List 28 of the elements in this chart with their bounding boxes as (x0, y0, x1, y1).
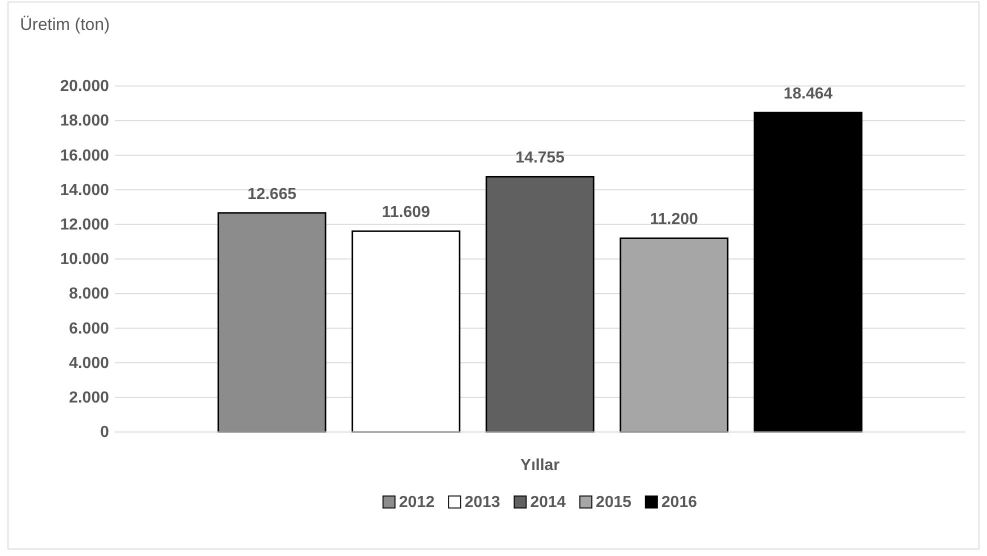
text: 11.609 (382, 204, 430, 222)
bar (620, 237, 728, 433)
y-tick-label: 12.000 (60, 216, 110, 234)
y-tick-label: 0 (100, 424, 110, 442)
y-tick-label: 10.000 (60, 251, 110, 268)
legend-label: 2016 (661, 494, 698, 511)
text: 18.464 (784, 86, 833, 103)
bar (754, 112, 862, 433)
y-tick-label: 4.000 (68, 354, 110, 372)
bar (486, 176, 594, 433)
legend-label: 2015 (596, 494, 632, 511)
text: 11.200 (650, 211, 698, 228)
y-tick-label: 18.000 (60, 112, 110, 130)
x-axis-title: Yıllar (520, 457, 560, 474)
y-tick-label: 16.000 (60, 147, 110, 164)
text: 14.755 (516, 150, 564, 167)
y-axis-title: Üretim (ton) (20, 15, 110, 34)
y-tick-label: 6.000 (68, 320, 110, 338)
legend-label: 2013 (464, 494, 500, 511)
y-tick-label: 20.000 (60, 78, 110, 96)
legend-label: 2012 (399, 494, 435, 511)
y-tick-label: 2.000 (68, 390, 110, 407)
bar (352, 230, 460, 433)
y-tick-label: 14.000 (60, 182, 110, 199)
bar (218, 212, 326, 433)
y-tick-label: 8.000 (68, 286, 110, 303)
legend-label: 2014 (530, 494, 566, 511)
text: 12.665 (247, 186, 296, 203)
